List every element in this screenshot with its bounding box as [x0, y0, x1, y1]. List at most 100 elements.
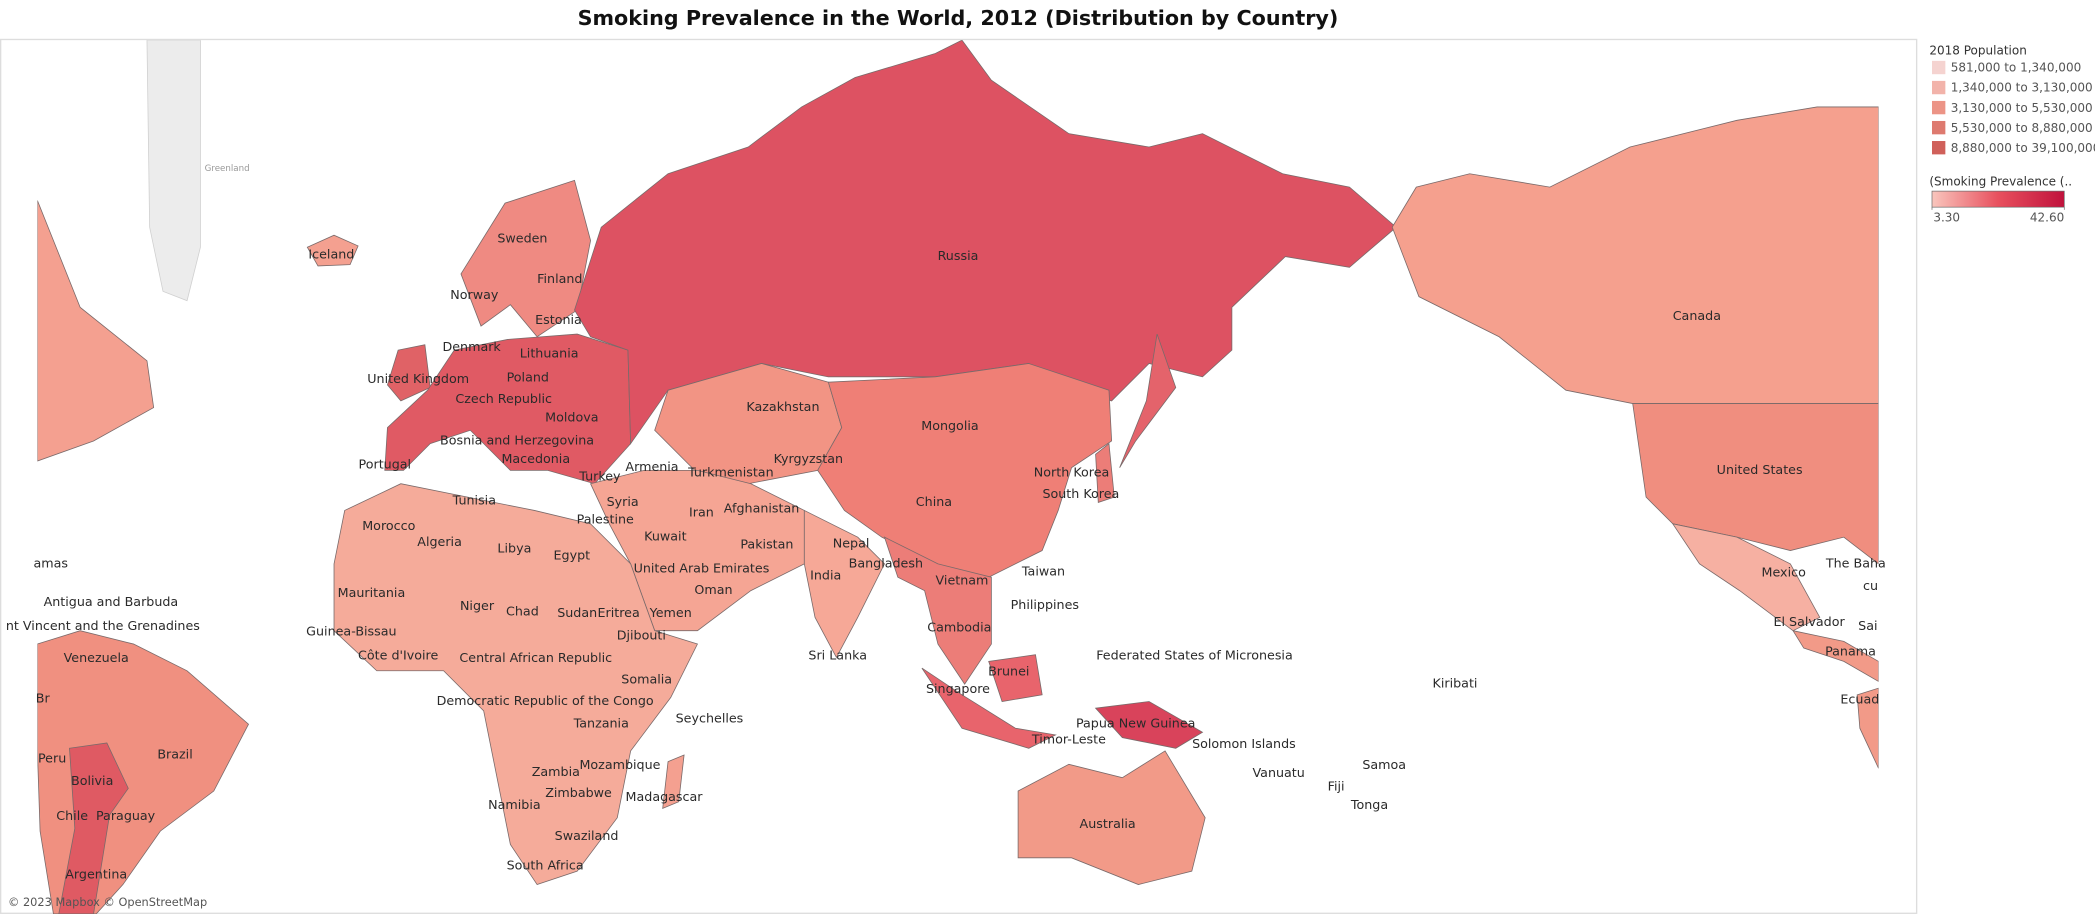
country-labels: Russia Sweden Finland Iceland Norway Estonia D…: [6, 231, 1886, 882]
country-label: Sai: [1858, 618, 1877, 633]
country-label: Syria: [607, 494, 639, 509]
country-label: Yemen: [649, 605, 692, 620]
country-label: Zambia: [532, 764, 580, 779]
country-label: Solomon Islands: [1192, 736, 1296, 751]
country-label: Russia: [938, 248, 979, 263]
legend-title: (Smoking Prevalence (..: [1929, 174, 2072, 188]
country-label: Armenia: [625, 459, 678, 474]
country-label: Brazil: [157, 746, 192, 761]
country-label: Iran: [689, 505, 714, 520]
country-label: Brunei: [988, 664, 1029, 679]
country-label: El Salvador: [1773, 614, 1845, 629]
legend-swatch: [1931, 60, 1946, 75]
country-label: Chile: [56, 808, 88, 823]
country-label: Norway: [450, 287, 499, 302]
legend-title: 2018 Population: [1929, 43, 2027, 57]
country-label: Denmark: [442, 339, 501, 354]
legend: 2018 Population (Smoking Prevalence (.. …: [1929, 43, 2095, 224]
country-label: South Korea: [1042, 486, 1119, 501]
country-label: Sudan: [557, 605, 597, 620]
country-label: Singapore: [926, 681, 990, 696]
country-label: Somalia: [621, 672, 672, 687]
country-label: Argentina: [65, 867, 127, 882]
country-label: Peru: [38, 750, 66, 765]
country-label: Mexico: [1762, 565, 1807, 580]
country-label: Canada: [1673, 308, 1721, 323]
country-label: Kazakhstan: [746, 399, 819, 414]
country-label: United Arab Emirates: [634, 561, 770, 576]
country-label: Libya: [497, 541, 531, 556]
legend-swatch: [1931, 100, 1946, 115]
country-label: The Baha: [1825, 555, 1886, 570]
country-label: Democratic Republic of the Congo: [437, 693, 654, 708]
country-label: Kyrgyzstan: [774, 451, 844, 466]
legend-swatch: [1931, 141, 1946, 155]
legend-label: 5,530,000 to 8,880,000: [1951, 121, 2093, 135]
country-label: Pakistan: [740, 537, 793, 552]
country-label: Egypt: [554, 547, 591, 562]
country-label: Iceland: [308, 247, 354, 262]
country-label: Philippines: [1011, 597, 1079, 612]
country-label: India: [810, 567, 841, 582]
country-label: Vanuatu: [1252, 765, 1304, 780]
country-label: Paraguay: [96, 808, 156, 823]
country-label: China: [916, 494, 952, 509]
country-label: Chad: [506, 603, 539, 618]
country-label: nt Vincent and the Grenadines: [6, 618, 200, 633]
country-label: Finland: [537, 271, 582, 286]
legend-label: 8,880,000 to 39,100,000: [1951, 141, 2095, 155]
country-label: Antigua and Barbuda: [44, 594, 179, 609]
country-label: Lithuania: [520, 346, 579, 361]
country-label: Taiwan: [1021, 563, 1065, 578]
country-label: Mongolia: [921, 418, 978, 433]
country-label: Timor-Leste: [1031, 732, 1106, 747]
ramp-max-label: 42.60: [2030, 210, 2064, 224]
country-label: Poland: [507, 370, 549, 385]
country-label: Federated States of Micronesia: [1096, 648, 1293, 663]
country-label: Palestine: [577, 511, 634, 526]
country-label: Bangladesh: [849, 555, 923, 570]
land: [37, 40, 1879, 914]
country-label: amas: [34, 555, 69, 570]
country-label: Tonga: [1350, 797, 1388, 812]
country-label: Vietnam: [936, 573, 989, 588]
country-label: Portugal: [359, 457, 412, 472]
country-label: Madagascar: [626, 789, 704, 804]
country-label: Sweden: [497, 231, 547, 246]
country-label: Macedonia: [501, 451, 570, 466]
legend-label: 3,130,000 to 5,530,000: [1951, 101, 2093, 115]
country-label: Algeria: [417, 534, 462, 549]
country-label: Turkey: [578, 469, 621, 484]
country-label: Cambodia: [927, 620, 991, 635]
legend-label: 581,000 to 1,340,000: [1951, 61, 2082, 75]
country-label: Namibia: [488, 797, 541, 812]
country-label: Moldova: [545, 410, 598, 425]
country-label: Tunisia: [452, 493, 496, 508]
country-label: North Korea: [1034, 465, 1110, 480]
country-label: Sri Lanka: [808, 648, 867, 663]
legend-swatch: [1931, 80, 1946, 95]
country-label: Australia: [1080, 816, 1136, 831]
country-label: Venezuela: [64, 650, 129, 665]
legend-swatch: [1931, 120, 1946, 135]
country-label: United States: [1717, 462, 1803, 477]
country-label: Bolivia: [71, 773, 113, 788]
country-label: Ecuad: [1840, 692, 1879, 707]
country-label: Bosnia and Herzegovina: [440, 432, 594, 447]
country-label: Côte d'Ivoire: [358, 648, 438, 663]
country-label: South Africa: [507, 857, 584, 872]
country-label: Czech Republic: [455, 391, 552, 406]
title: Smoking Prevalence in the World, 2012 (D…: [578, 6, 1339, 30]
country-label: Fiji: [1328, 779, 1345, 794]
ramp-min-label: 3.30: [1933, 210, 1960, 224]
country-label: Afghanistan: [724, 501, 800, 516]
attribution: © 2023 Mapbox © OpenStreetMap: [8, 895, 207, 909]
country-label: Estonia: [535, 312, 582, 327]
country-label: Eritrea: [597, 605, 639, 620]
country-label: Turkmenistan: [687, 465, 774, 480]
basemap-label: Greenland: [205, 164, 250, 174]
country-label: Papua New Guinea: [1076, 716, 1195, 731]
country-label: Samoa: [1362, 757, 1406, 772]
